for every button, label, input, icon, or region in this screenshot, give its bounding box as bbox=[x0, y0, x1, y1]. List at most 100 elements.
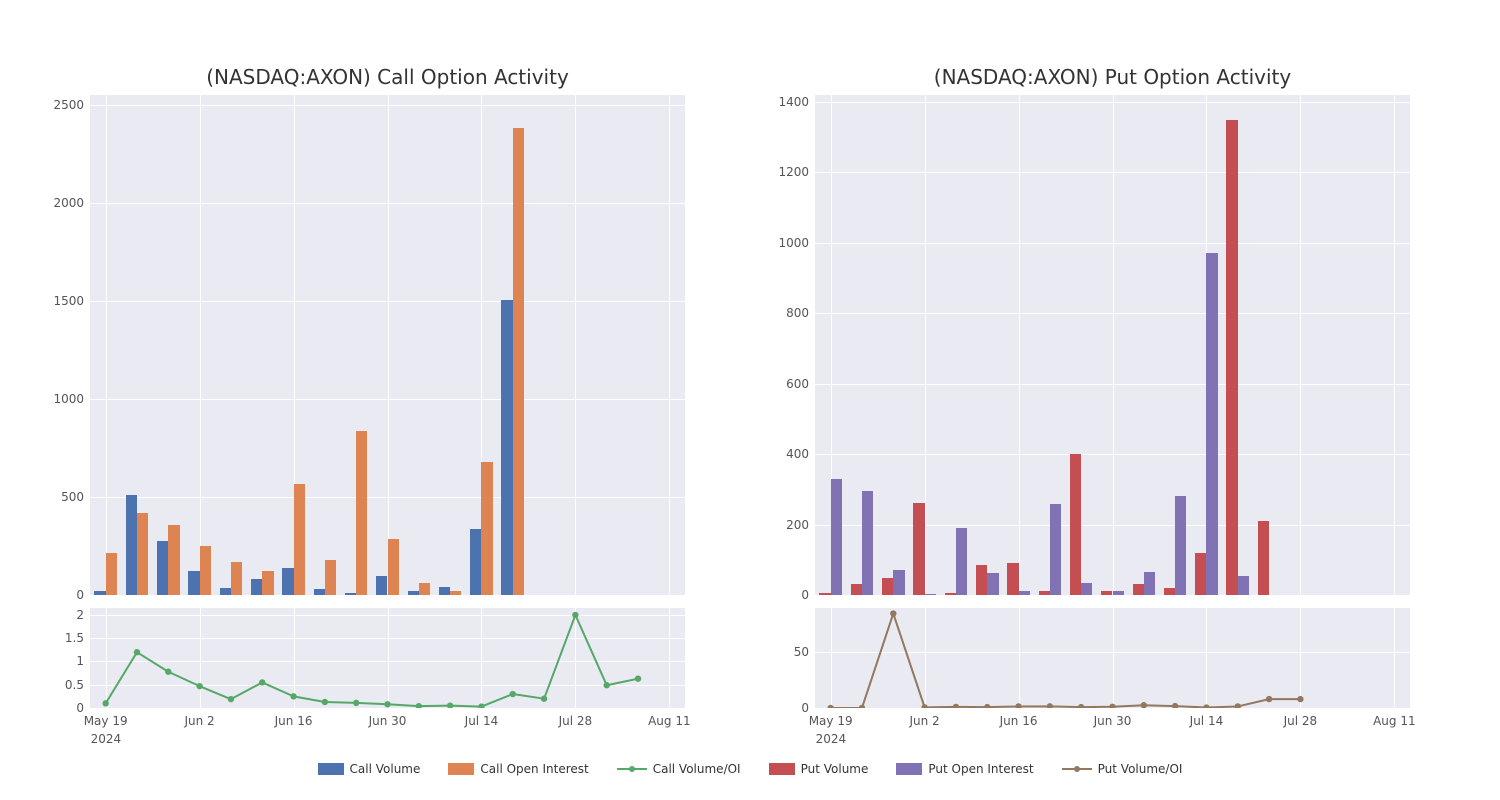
legend-swatch bbox=[448, 763, 474, 775]
bar-put-volume bbox=[945, 593, 956, 595]
x-tick-label: Jul 28 bbox=[1284, 708, 1318, 728]
x-tick-label: Aug 11 bbox=[1373, 708, 1416, 728]
x-tick-label: May 19 bbox=[84, 708, 128, 728]
gridline-v bbox=[925, 608, 926, 708]
ratio-marker bbox=[510, 691, 516, 697]
x-tick-label: Aug 11 bbox=[648, 708, 691, 728]
bar-call-open-interest bbox=[419, 583, 430, 595]
y-tick-label: 0 bbox=[801, 588, 815, 602]
legend-swatch-line bbox=[1062, 763, 1092, 775]
legend-swatch bbox=[896, 763, 922, 775]
legend-label: Put Volume bbox=[801, 762, 869, 776]
gridline-v bbox=[1113, 95, 1114, 595]
year-label-call: 2024 bbox=[91, 732, 122, 746]
bar-call-volume bbox=[157, 541, 168, 595]
panel-title-put: (NASDAQ:AXON) Put Option Activity bbox=[815, 65, 1410, 89]
gridline-v bbox=[294, 608, 295, 708]
bar-call-volume bbox=[470, 529, 481, 595]
bar-put-volume bbox=[1258, 521, 1269, 595]
bar-call-volume bbox=[376, 576, 387, 595]
ratio-marker bbox=[541, 695, 547, 701]
bar-call-open-interest bbox=[513, 128, 524, 595]
bar-call-open-interest bbox=[168, 525, 179, 595]
bar-put-volume bbox=[1164, 588, 1175, 595]
bar-call-open-interest bbox=[325, 560, 336, 595]
y-tick-label: 400 bbox=[786, 447, 815, 461]
panel-title-call: (NASDAQ:AXON) Call Option Activity bbox=[90, 65, 685, 89]
bar-call-open-interest bbox=[106, 553, 117, 595]
gridline-v bbox=[106, 608, 107, 708]
ratio-marker bbox=[134, 649, 140, 655]
y-tick-label: 0 bbox=[76, 588, 90, 602]
bar-put-open-interest bbox=[987, 573, 998, 595]
ratio-marker bbox=[635, 675, 641, 681]
legend-swatch bbox=[318, 763, 344, 775]
bar-put-volume bbox=[819, 593, 830, 595]
bar-put-volume bbox=[1195, 553, 1206, 595]
bar-put-open-interest bbox=[831, 479, 842, 595]
year-label-put: 2024 bbox=[816, 732, 847, 746]
gridline-v bbox=[388, 608, 389, 708]
bar-put-open-interest bbox=[956, 528, 967, 595]
bar-put-volume bbox=[913, 503, 924, 595]
y-tick-label: 500 bbox=[61, 490, 90, 504]
x-tick-label: Jul 14 bbox=[1190, 708, 1224, 728]
bar-call-volume bbox=[220, 588, 231, 595]
legend-item: Call Volume/OI bbox=[617, 762, 741, 776]
bar-call-volume bbox=[345, 593, 356, 595]
legend-label: Call Volume/OI bbox=[653, 762, 741, 776]
y-tick-label: 50 bbox=[794, 645, 815, 659]
bar-put-volume bbox=[1133, 584, 1144, 595]
bar-call-open-interest bbox=[450, 591, 461, 595]
ratio-plot-put: 050May 19Jun 2Jun 16Jun 30Jul 14Jul 28Au… bbox=[815, 608, 1410, 708]
ratio-marker bbox=[1266, 696, 1272, 702]
gridline-v bbox=[106, 95, 107, 595]
y-tick-label: 2500 bbox=[53, 98, 90, 112]
bar-call-open-interest bbox=[388, 539, 399, 595]
legend-label: Put Volume/OI bbox=[1098, 762, 1183, 776]
legend-item: Put Volume/OI bbox=[1062, 762, 1183, 776]
bar-put-open-interest bbox=[1175, 496, 1186, 595]
y-tick-label: 600 bbox=[786, 377, 815, 391]
gridline-v bbox=[388, 95, 389, 595]
gridline-v bbox=[1300, 608, 1301, 708]
x-tick-label: Jun 30 bbox=[1094, 708, 1132, 728]
y-tick-label: 1500 bbox=[53, 294, 90, 308]
ratio-marker bbox=[228, 696, 234, 702]
gridline-v bbox=[200, 95, 201, 595]
bar-call-volume bbox=[188, 571, 199, 595]
gridline-v bbox=[1019, 95, 1020, 595]
bar-call-open-interest bbox=[356, 431, 367, 595]
gridline-v bbox=[575, 95, 576, 595]
bar-call-open-interest bbox=[481, 462, 492, 595]
bar-put-volume bbox=[851, 584, 862, 595]
gridline-v bbox=[200, 608, 201, 708]
bar-call-volume bbox=[251, 579, 262, 595]
ratio-line bbox=[831, 614, 1301, 708]
x-tick-label: Jun 16 bbox=[275, 708, 313, 728]
y-tick-label: 800 bbox=[786, 306, 815, 320]
legend-item: Call Volume bbox=[318, 762, 421, 776]
legend-label: Put Open Interest bbox=[928, 762, 1033, 776]
x-tick-label: Jul 28 bbox=[559, 708, 593, 728]
bar-put-open-interest bbox=[1113, 591, 1124, 595]
legend-label: Call Volume bbox=[350, 762, 421, 776]
ratio-marker bbox=[353, 700, 359, 706]
bar-put-open-interest bbox=[893, 570, 904, 595]
bar-call-volume bbox=[439, 587, 450, 595]
gridline-v bbox=[1394, 608, 1395, 708]
legend-item: Call Open Interest bbox=[448, 762, 588, 776]
gridline-v bbox=[831, 608, 832, 708]
y-tick-label: 1400 bbox=[778, 95, 815, 109]
bar-call-open-interest bbox=[262, 571, 273, 595]
bar-put-open-interest bbox=[1206, 253, 1217, 595]
bar-plot-call: 05001000150020002500 bbox=[90, 95, 685, 595]
bar-call-open-interest bbox=[294, 484, 305, 595]
gridline-v bbox=[1113, 608, 1114, 708]
gridline-v bbox=[481, 608, 482, 708]
bar-put-volume bbox=[882, 578, 893, 595]
y-tick-label: 1000 bbox=[53, 392, 90, 406]
legend-label: Call Open Interest bbox=[480, 762, 588, 776]
gridline-v bbox=[669, 95, 670, 595]
ratio-marker bbox=[322, 699, 328, 705]
